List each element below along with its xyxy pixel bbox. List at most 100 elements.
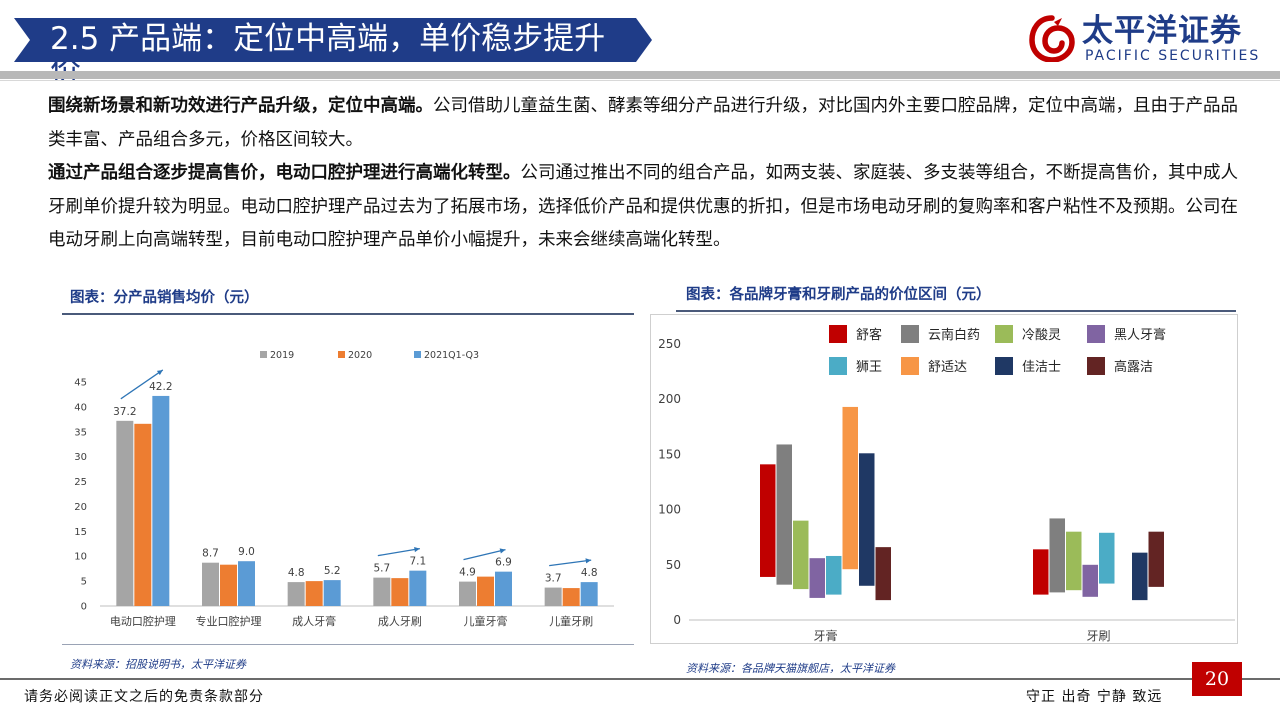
legend-label-6: 佳洁士 (1022, 360, 1061, 375)
x-tick-label-0: 电动口腔护理 (110, 614, 176, 628)
legend-swatch-0 (260, 351, 267, 358)
chart2-source-note: 资料来源：各品牌天猫旗舰店，太平洋证券 (686, 662, 895, 675)
range-bar-1-4 (1099, 532, 1115, 584)
footer-divider (0, 678, 1280, 680)
bar-2-1 (305, 581, 323, 606)
legend-label-7: 高露洁 (1114, 359, 1153, 375)
bar-3-2 (409, 570, 427, 606)
title-banner-shape (0, 18, 652, 62)
x-tick-label-5: 儿童牙刷 (549, 614, 593, 628)
data-label-4-0: 4.9 (459, 567, 476, 579)
x-tick-label-2: 成人牙膏 (292, 614, 336, 628)
logo-english-name: PACIFIC SECURITIES (1085, 48, 1261, 64)
y-tick-label-8: 40 (74, 402, 87, 413)
range-bar-0-2 (793, 520, 809, 590)
trend-arrow-line-3 (377, 548, 420, 557)
bar-1-0 (202, 562, 219, 606)
header-divider (0, 71, 1280, 79)
data-label-5-0: 3.7 (545, 573, 562, 585)
range-bar-1-0 (1033, 549, 1049, 595)
legend-label-3: 黑人牙膏 (1114, 327, 1166, 343)
legend-label-2: 2021Q1-Q3 (424, 350, 479, 361)
bar-5-0 (544, 587, 562, 606)
x-tick-label-1: 专业口腔护理 (196, 614, 262, 628)
trend-arrow-line-4 (463, 549, 506, 561)
page-title: 2.5 产品端：定位中高端，单价稳步提升 (50, 21, 606, 57)
legend-label-0: 舒客 (856, 327, 882, 343)
bar-2-2 (323, 580, 341, 606)
legend-label-5: 舒适达 (928, 360, 967, 375)
chart1-bottom-rule (62, 644, 634, 645)
paragraph-1-lead: 围绕新场景和新功效进行产品升级，定位中高端。 (48, 96, 433, 116)
paragraph-1-text: 公司借助儿童益生菌、酵素等细分产品进行升级，对比国内外主要口腔品牌，定位中高端，… (48, 96, 1238, 150)
legend-swatch-2 (414, 351, 421, 358)
bar-1-2 (238, 561, 255, 606)
y-tick-label-6: 30 (74, 452, 87, 463)
paragraph-2-text: 公司通过推出不同的组合产品，如两支装、家庭装、多支装等组合，不断提高售价，其中成… (48, 163, 1238, 250)
y-tick-label-2: 100 (658, 503, 681, 517)
bar-3-0 (373, 577, 391, 606)
page-number: 20 (1192, 662, 1242, 696)
data-label-0-0: 37.2 (113, 406, 136, 418)
data-label-2-0: 4.8 (288, 567, 305, 579)
y-tick-label-4: 200 (658, 392, 681, 406)
bar-5-2 (580, 582, 598, 606)
legend-swatch-5 (901, 357, 919, 375)
legend-swatch-7 (1087, 357, 1105, 375)
company-logo: 太平洋证券 PACIFIC SECURITIES (1028, 12, 1273, 70)
header-divider-thin (0, 80, 1280, 81)
range-bar-0-5 (842, 406, 858, 570)
data-label-4-2: 6.9 (495, 557, 512, 569)
range-bar-0-7 (875, 547, 891, 601)
body-text: 围绕新场景和新功效进行产品升级，定位中高端。公司借助儿童益生菌、酵素等细分产品进… (48, 90, 1238, 258)
trend-arrow-line-0 (120, 369, 164, 400)
y-tick-label-5: 250 (658, 337, 681, 351)
range-bar-0-0 (760, 464, 776, 577)
chart1-title-rule (62, 313, 634, 315)
legend-swatch-4 (829, 357, 847, 375)
x-tick-label-4: 儿童牙膏 (464, 614, 508, 628)
data-label-1-2: 9.0 (238, 546, 255, 558)
paragraph-2: 通过产品组合逐步提高售价，电动口腔护理进行高端化转型。公司通过推出不同的组合产品… (48, 157, 1238, 258)
legend-label-0: 2019 (270, 350, 294, 361)
y-tick-label-3: 15 (74, 527, 87, 538)
bar-0-0 (116, 420, 134, 606)
x-tick-label-1: 牙刷 (1086, 629, 1110, 643)
footer-motto: 守正 出奇 宁静 致远 (1026, 689, 1163, 705)
x-tick-label-3: 成人牙刷 (378, 615, 422, 628)
y-tick-label-3: 150 (658, 447, 681, 461)
bar-3-1 (391, 578, 409, 606)
y-tick-label-4: 20 (74, 502, 87, 513)
range-bar-1-3 (1082, 564, 1098, 597)
legend-swatch-0 (829, 325, 847, 343)
range-bar-1-7 (1148, 531, 1164, 587)
range-bar-1-1 (1049, 518, 1065, 593)
legend-swatch-3 (1087, 325, 1105, 343)
range-bar-0-1 (776, 444, 792, 585)
chart2-title: 图表：各品牌牙膏和牙刷产品的价位区间（元） (686, 287, 991, 303)
bar-4-1 (477, 576, 494, 606)
legend-swatch-1 (901, 325, 919, 343)
trend-arrow-line-5 (549, 559, 592, 567)
footer-disclaimer: 请务必阅读正文之后的免责条款部分 (24, 689, 264, 705)
data-label-2-2: 5.2 (324, 565, 341, 577)
legend-label-4: 狮王 (856, 360, 882, 375)
legend-label-1: 2020 (348, 350, 372, 361)
legend-swatch-1 (338, 351, 345, 358)
logo-chinese-name: 太平洋证券 (1082, 13, 1242, 49)
y-tick-label-7: 35 (74, 427, 87, 438)
range-bar-1-2 (1066, 531, 1082, 591)
legend-swatch-6 (995, 357, 1013, 375)
trend-arrow-head-0 (156, 369, 163, 376)
trend-arrow-head-3 (414, 546, 420, 553)
bar-4-0 (459, 581, 476, 606)
bar-4-2 (495, 571, 512, 606)
chart1-title: 图表：分产品销售均价（元） (70, 290, 259, 306)
title-banner (0, 18, 680, 62)
bar-0-2 (152, 395, 170, 606)
y-tick-label-9: 45 (74, 378, 87, 389)
data-label-3-0: 5.7 (373, 563, 390, 575)
pacific-securities-logo-icon (1029, 15, 1075, 62)
range-bar-1-6 (1132, 552, 1148, 601)
